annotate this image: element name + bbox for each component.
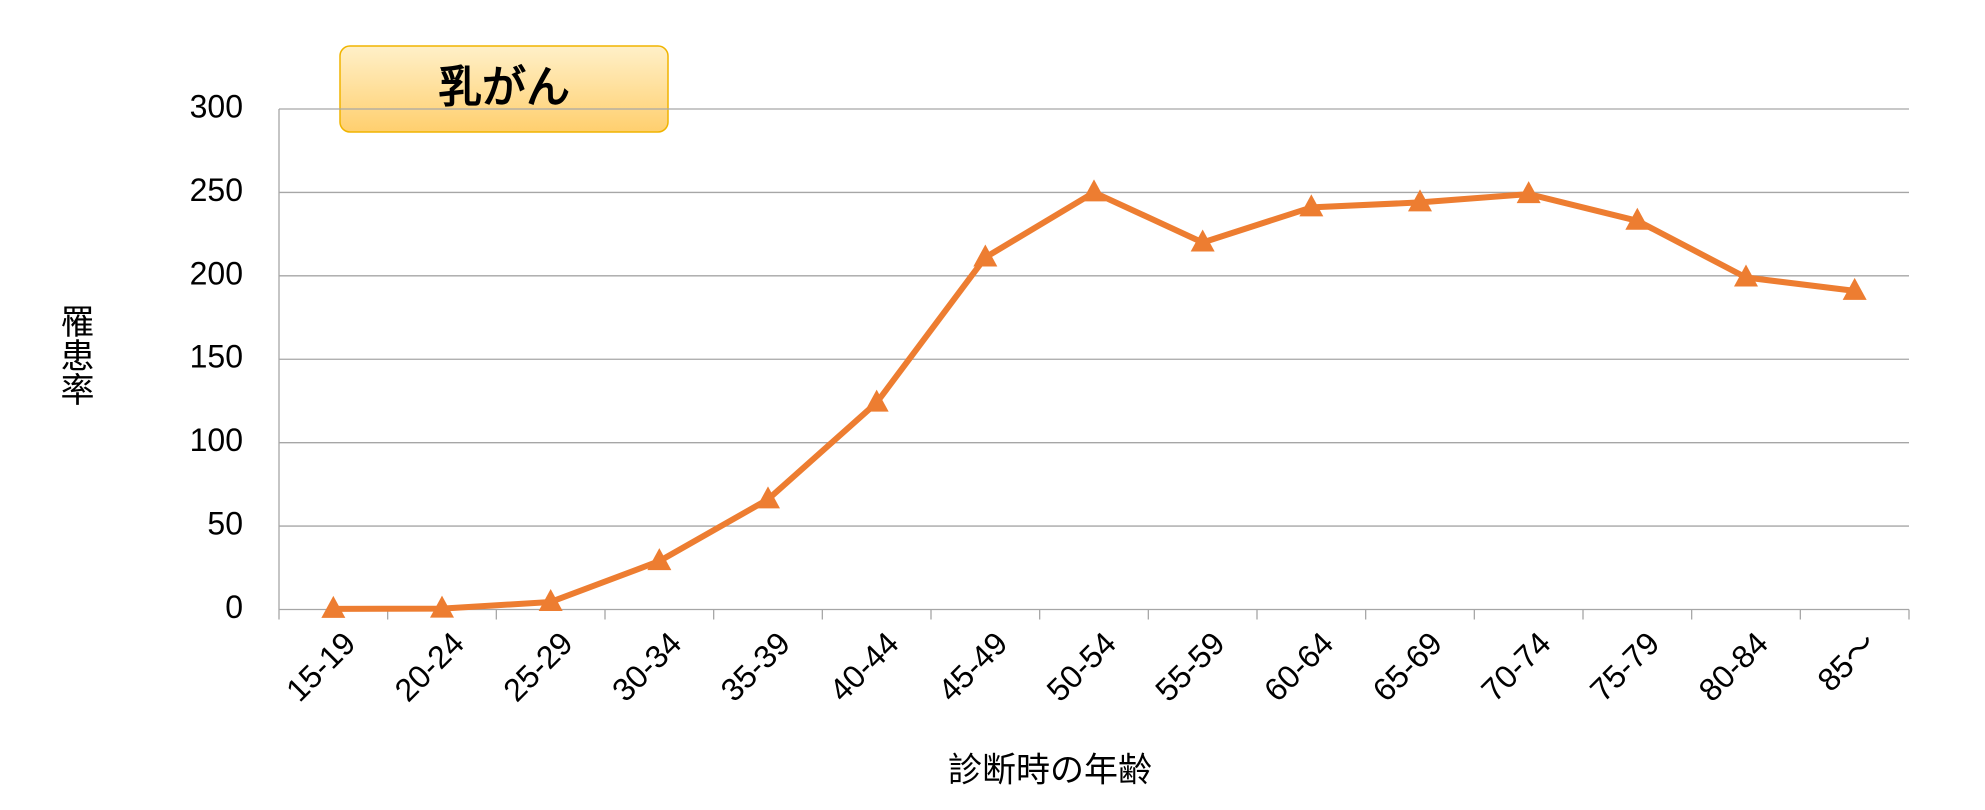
- x-tick-label: 60-64: [1257, 625, 1340, 708]
- y-tick-label: 250: [190, 172, 243, 208]
- x-tick-label: 65-69: [1366, 625, 1449, 708]
- marker: [756, 486, 780, 509]
- marker: [1082, 179, 1106, 202]
- y-tick-label: 200: [190, 255, 243, 291]
- marker: [647, 548, 672, 571]
- marker: [1734, 264, 1758, 287]
- marker: [1516, 181, 1541, 204]
- title-box: [339, 45, 669, 133]
- x-tick-label: 15-19: [279, 625, 362, 708]
- marker: [864, 389, 889, 412]
- x-tick-label: 30-34: [605, 625, 688, 708]
- x-tick-label: 80-84: [1692, 625, 1775, 708]
- line: [333, 189, 1856, 612]
- marker: [430, 595, 454, 618]
- marker: [1842, 277, 1867, 300]
- x-tick-label: 40-44: [822, 625, 905, 708]
- x-tick-label: 85～: [1810, 625, 1883, 698]
- x-tick-label: 70-74: [1474, 625, 1557, 708]
- marker: [1299, 194, 1324, 217]
- x-tick-label: 20-24: [388, 625, 471, 708]
- marker: [973, 244, 998, 267]
- marker: [538, 588, 563, 611]
- x-tick-label: 55-59: [1148, 625, 1231, 708]
- x-tick-label: 35-39: [714, 625, 797, 708]
- marker: [1190, 229, 1215, 252]
- y-tick-label: 150: [190, 339, 243, 375]
- y-tick-label: 0: [225, 589, 243, 625]
- y-tick-label: 50: [207, 506, 243, 542]
- x-tick-label: 45-49: [931, 625, 1014, 708]
- chart-title: 乳がん: [438, 62, 570, 113]
- x-axis-label: 診断時の年齢: [948, 751, 1152, 791]
- marker: [1408, 189, 1432, 212]
- y-axis-label: 罹患率: [54, 304, 94, 406]
- marker: [1625, 207, 1650, 230]
- y-tick-label: 300: [190, 88, 243, 124]
- y-tick-label: 100: [190, 422, 243, 458]
- x-tick-label: 75-79: [1583, 625, 1666, 708]
- x-tick-label: 50-54: [1040, 625, 1123, 708]
- x-tick-label: 25-29: [496, 625, 579, 708]
- marker: [321, 595, 346, 618]
